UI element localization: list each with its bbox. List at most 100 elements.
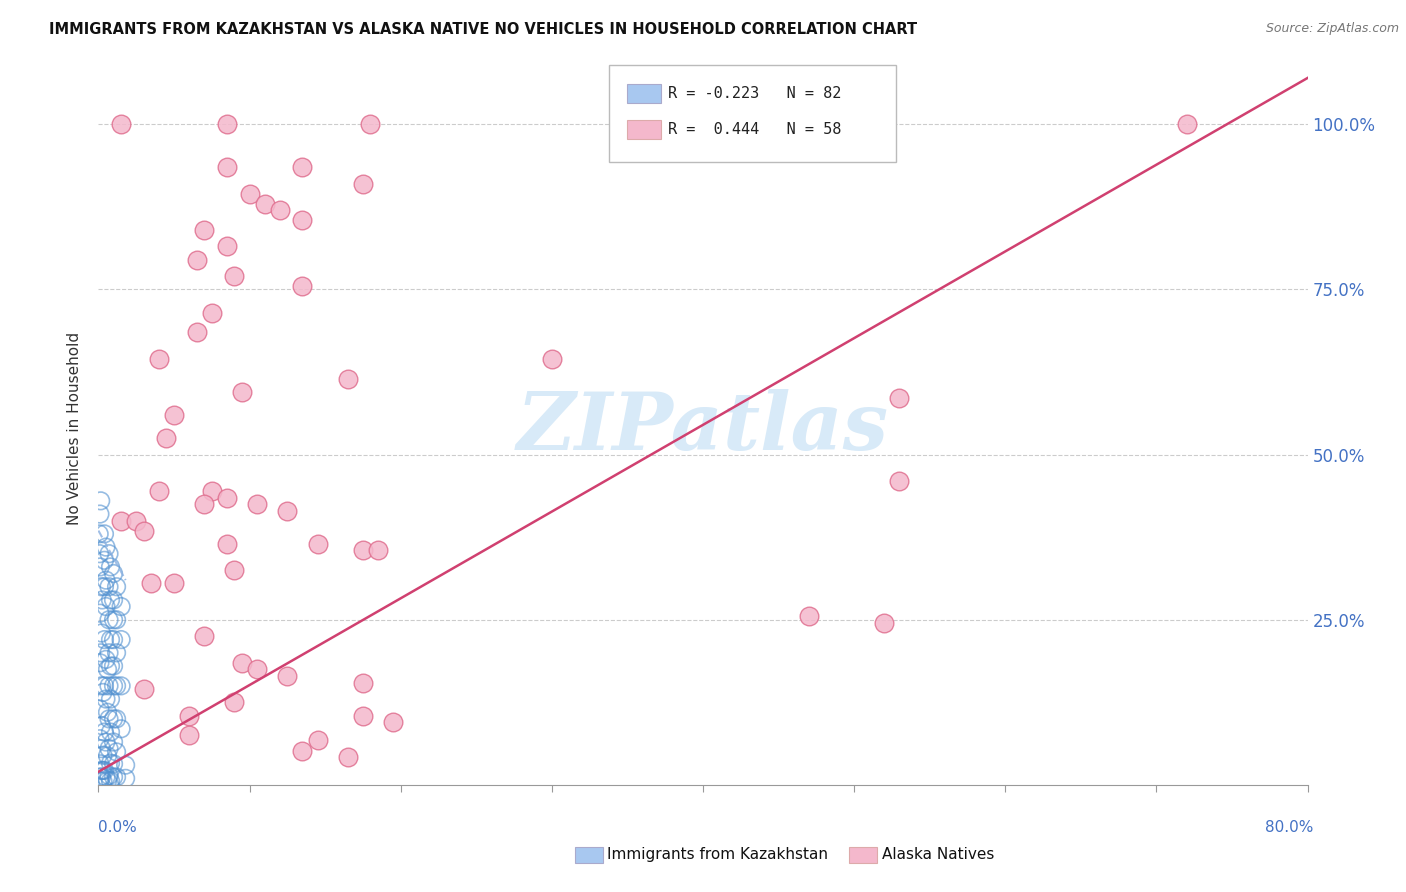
Point bbox=[100, 756, 122, 771]
Point bbox=[179, 728, 201, 742]
Point bbox=[90, 580, 112, 594]
Point bbox=[98, 580, 121, 594]
Point bbox=[94, 692, 117, 706]
Point bbox=[540, 351, 562, 366]
Point bbox=[105, 770, 128, 784]
Point bbox=[103, 712, 125, 726]
Point bbox=[201, 483, 224, 498]
Point bbox=[889, 474, 911, 488]
Point bbox=[94, 540, 117, 554]
Point bbox=[215, 160, 238, 174]
Point bbox=[148, 483, 170, 498]
Text: R =  0.444   N = 58: R = 0.444 N = 58 bbox=[668, 122, 841, 136]
Point bbox=[103, 756, 125, 771]
Point bbox=[91, 764, 114, 778]
Point bbox=[94, 573, 117, 587]
Point bbox=[307, 537, 329, 551]
Point bbox=[96, 774, 118, 789]
Point bbox=[105, 679, 128, 693]
Point bbox=[132, 682, 155, 697]
Point bbox=[89, 560, 111, 574]
Point bbox=[89, 756, 111, 771]
Point bbox=[360, 117, 382, 131]
Text: 80.0%: 80.0% bbox=[1265, 821, 1313, 835]
Point bbox=[1175, 117, 1198, 131]
Point bbox=[186, 326, 208, 340]
Y-axis label: No Vehicles in Household: No Vehicles in Household bbox=[67, 332, 83, 524]
Point bbox=[155, 431, 177, 445]
Point bbox=[352, 177, 374, 191]
Point bbox=[93, 553, 115, 567]
Point bbox=[307, 733, 329, 747]
Point bbox=[91, 685, 114, 699]
Point bbox=[90, 626, 112, 640]
Point bbox=[215, 537, 238, 551]
Point bbox=[873, 616, 896, 631]
Point bbox=[105, 613, 128, 627]
Point bbox=[89, 547, 111, 561]
Point bbox=[889, 392, 911, 406]
Point bbox=[336, 750, 359, 764]
Point bbox=[94, 652, 117, 666]
Point bbox=[90, 764, 112, 778]
Point bbox=[186, 252, 208, 267]
Point bbox=[382, 715, 405, 730]
Point bbox=[215, 117, 238, 131]
Point bbox=[797, 609, 820, 624]
Point bbox=[90, 493, 112, 508]
Point bbox=[179, 708, 201, 723]
Point bbox=[110, 599, 132, 614]
Point bbox=[103, 593, 125, 607]
Point bbox=[100, 632, 122, 647]
Point bbox=[253, 196, 276, 211]
Point bbox=[224, 695, 246, 709]
Point bbox=[114, 758, 136, 772]
Text: Alaska Natives: Alaska Natives bbox=[882, 847, 994, 862]
Point bbox=[141, 576, 163, 591]
Point bbox=[100, 725, 122, 739]
Point bbox=[246, 662, 269, 676]
Point bbox=[291, 743, 314, 757]
Point bbox=[110, 632, 132, 647]
Point bbox=[193, 223, 215, 237]
Point bbox=[193, 629, 215, 643]
Point bbox=[246, 497, 269, 511]
Point bbox=[224, 563, 246, 577]
Point bbox=[98, 679, 121, 693]
Point bbox=[291, 160, 314, 174]
Point bbox=[94, 599, 117, 614]
Point bbox=[110, 514, 132, 528]
Point bbox=[94, 735, 117, 749]
Point bbox=[89, 527, 111, 541]
Point bbox=[100, 692, 122, 706]
Point bbox=[91, 748, 114, 763]
Point bbox=[110, 722, 132, 736]
Point bbox=[352, 708, 374, 723]
Point bbox=[98, 741, 121, 756]
Point bbox=[93, 679, 115, 693]
Point bbox=[98, 712, 121, 726]
Point bbox=[89, 731, 111, 746]
Text: Source: ZipAtlas.com: Source: ZipAtlas.com bbox=[1265, 22, 1399, 36]
Point bbox=[103, 679, 125, 693]
Point bbox=[132, 524, 155, 538]
Point bbox=[89, 507, 111, 521]
Point bbox=[90, 718, 112, 732]
Point bbox=[89, 606, 111, 620]
Point bbox=[91, 774, 114, 789]
Point bbox=[103, 770, 125, 784]
Point bbox=[352, 675, 374, 690]
Point bbox=[269, 203, 291, 218]
Text: Immigrants from Kazakhstan: Immigrants from Kazakhstan bbox=[607, 847, 828, 862]
Point bbox=[100, 560, 122, 574]
Point bbox=[90, 770, 112, 784]
Point bbox=[148, 351, 170, 366]
Point bbox=[100, 659, 122, 673]
Point bbox=[231, 656, 253, 670]
Point bbox=[90, 646, 112, 660]
Point bbox=[276, 504, 298, 518]
Point bbox=[276, 669, 298, 683]
Point bbox=[89, 770, 111, 784]
Point bbox=[100, 593, 122, 607]
Point bbox=[103, 659, 125, 673]
